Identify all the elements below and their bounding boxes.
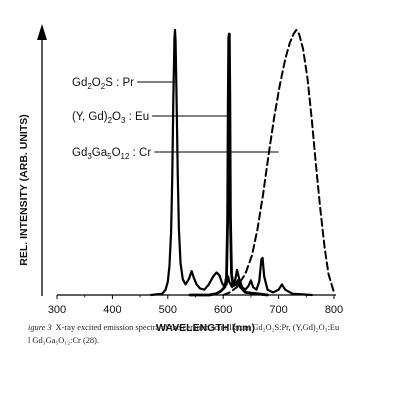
chart-annotations <box>137 81 279 153</box>
label-subscript: 2 <box>101 82 106 91</box>
series-line-3 <box>222 29 335 296</box>
series-label-3: Gd3Ga5O12 : Cr <box>72 147 151 161</box>
caption-line-2: l Gd₃Ga₅O₁₂:Cr (28). <box>28 336 99 345</box>
label-text: Ga <box>92 147 108 159</box>
x-tick-label: 600 <box>214 304 232 316</box>
label-text: S : Pr <box>105 77 134 89</box>
series-line-1 <box>150 28 313 297</box>
label-text: (Y, Gd) <box>72 111 108 123</box>
caption-line-1: igure 3 X-ray excited emission spectra of… <box>28 321 396 334</box>
series-label-1: Gd2O2S : Pr <box>72 77 134 91</box>
label-subscript: 5 <box>107 152 112 161</box>
label-text: Gd <box>72 147 87 159</box>
chart-axes: 300 400 500 600 700 800 WAVELENGTH (nm) REL. IN… <box>18 24 343 334</box>
label-text: Gd <box>72 77 87 89</box>
x-tick-label: 400 <box>103 304 121 316</box>
label-text: O <box>92 77 101 89</box>
series-line-2 <box>188 32 269 297</box>
label-text: O <box>112 147 121 159</box>
caption-text-1: X-ray excited emission spectra of the ce… <box>55 323 340 332</box>
y-axis-arrow <box>37 24 47 40</box>
figure-caption: igure 3 X-ray excited emission spectra of… <box>28 321 396 347</box>
label-subscript: 3 <box>121 116 126 125</box>
x-tick-label: 500 <box>159 304 177 316</box>
label-text: : Eu <box>125 111 149 123</box>
label-subscript: 12 <box>121 152 130 161</box>
x-tick-label: 300 <box>48 304 66 316</box>
x-tick-label: 700 <box>269 304 287 316</box>
series-label-2: (Y, Gd)2O3 : Eu <box>72 111 149 125</box>
chart-series <box>150 28 335 297</box>
label-text: : Cr <box>129 147 151 159</box>
label-text: O <box>112 111 121 123</box>
x-tick-label: 800 <box>325 304 343 316</box>
x-axis-title: WAVELENGTH (nm) <box>156 322 255 334</box>
caption-figure-label: igure 3 <box>28 323 52 332</box>
label-subscript: 2 <box>108 116 113 125</box>
label-subscript: 2 <box>87 82 92 91</box>
label-subscript: 3 <box>87 152 92 161</box>
y-axis-title: REL. INTENSITY (ARB. UNITS) <box>18 114 30 265</box>
